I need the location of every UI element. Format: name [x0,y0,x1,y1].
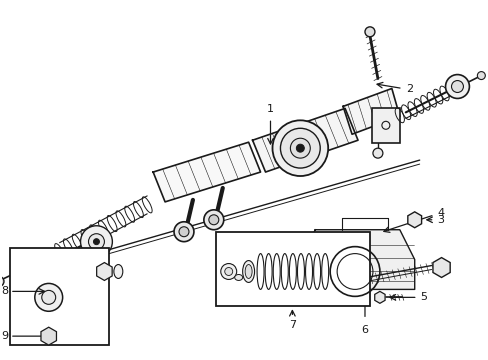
Circle shape [296,144,304,152]
Bar [371,108,399,143]
Polygon shape [300,230,414,289]
Circle shape [255,289,271,305]
Circle shape [450,81,463,93]
Bar [10,248,109,345]
Circle shape [179,227,188,237]
Circle shape [41,291,56,304]
Circle shape [174,222,194,242]
Text: 5: 5 [420,292,427,302]
Text: 1: 1 [266,104,273,114]
Circle shape [34,265,40,270]
Circle shape [29,260,44,275]
Circle shape [220,264,236,279]
Circle shape [476,72,484,80]
Circle shape [35,283,62,311]
Text: 6: 6 [361,325,368,335]
Text: 2: 2 [405,84,412,94]
Circle shape [23,253,51,282]
Circle shape [0,276,4,287]
Circle shape [81,226,112,257]
Circle shape [372,148,382,158]
Ellipse shape [242,261,254,283]
Polygon shape [153,142,260,202]
Ellipse shape [114,265,122,278]
Text: 9: 9 [1,331,8,341]
Circle shape [224,267,232,275]
Circle shape [208,215,218,225]
Circle shape [280,128,320,168]
Text: 8: 8 [1,287,8,296]
Circle shape [290,138,310,158]
Circle shape [93,239,99,245]
Text: 3: 3 [437,215,444,225]
Ellipse shape [244,265,252,278]
Circle shape [272,120,327,176]
Bar [215,232,369,306]
Polygon shape [343,89,399,134]
Polygon shape [252,108,357,172]
Ellipse shape [234,274,242,280]
Text: 4: 4 [437,208,444,218]
Circle shape [203,210,224,230]
Text: 7: 7 [288,320,295,330]
Circle shape [88,234,104,249]
Circle shape [364,27,374,37]
Circle shape [445,75,468,98]
